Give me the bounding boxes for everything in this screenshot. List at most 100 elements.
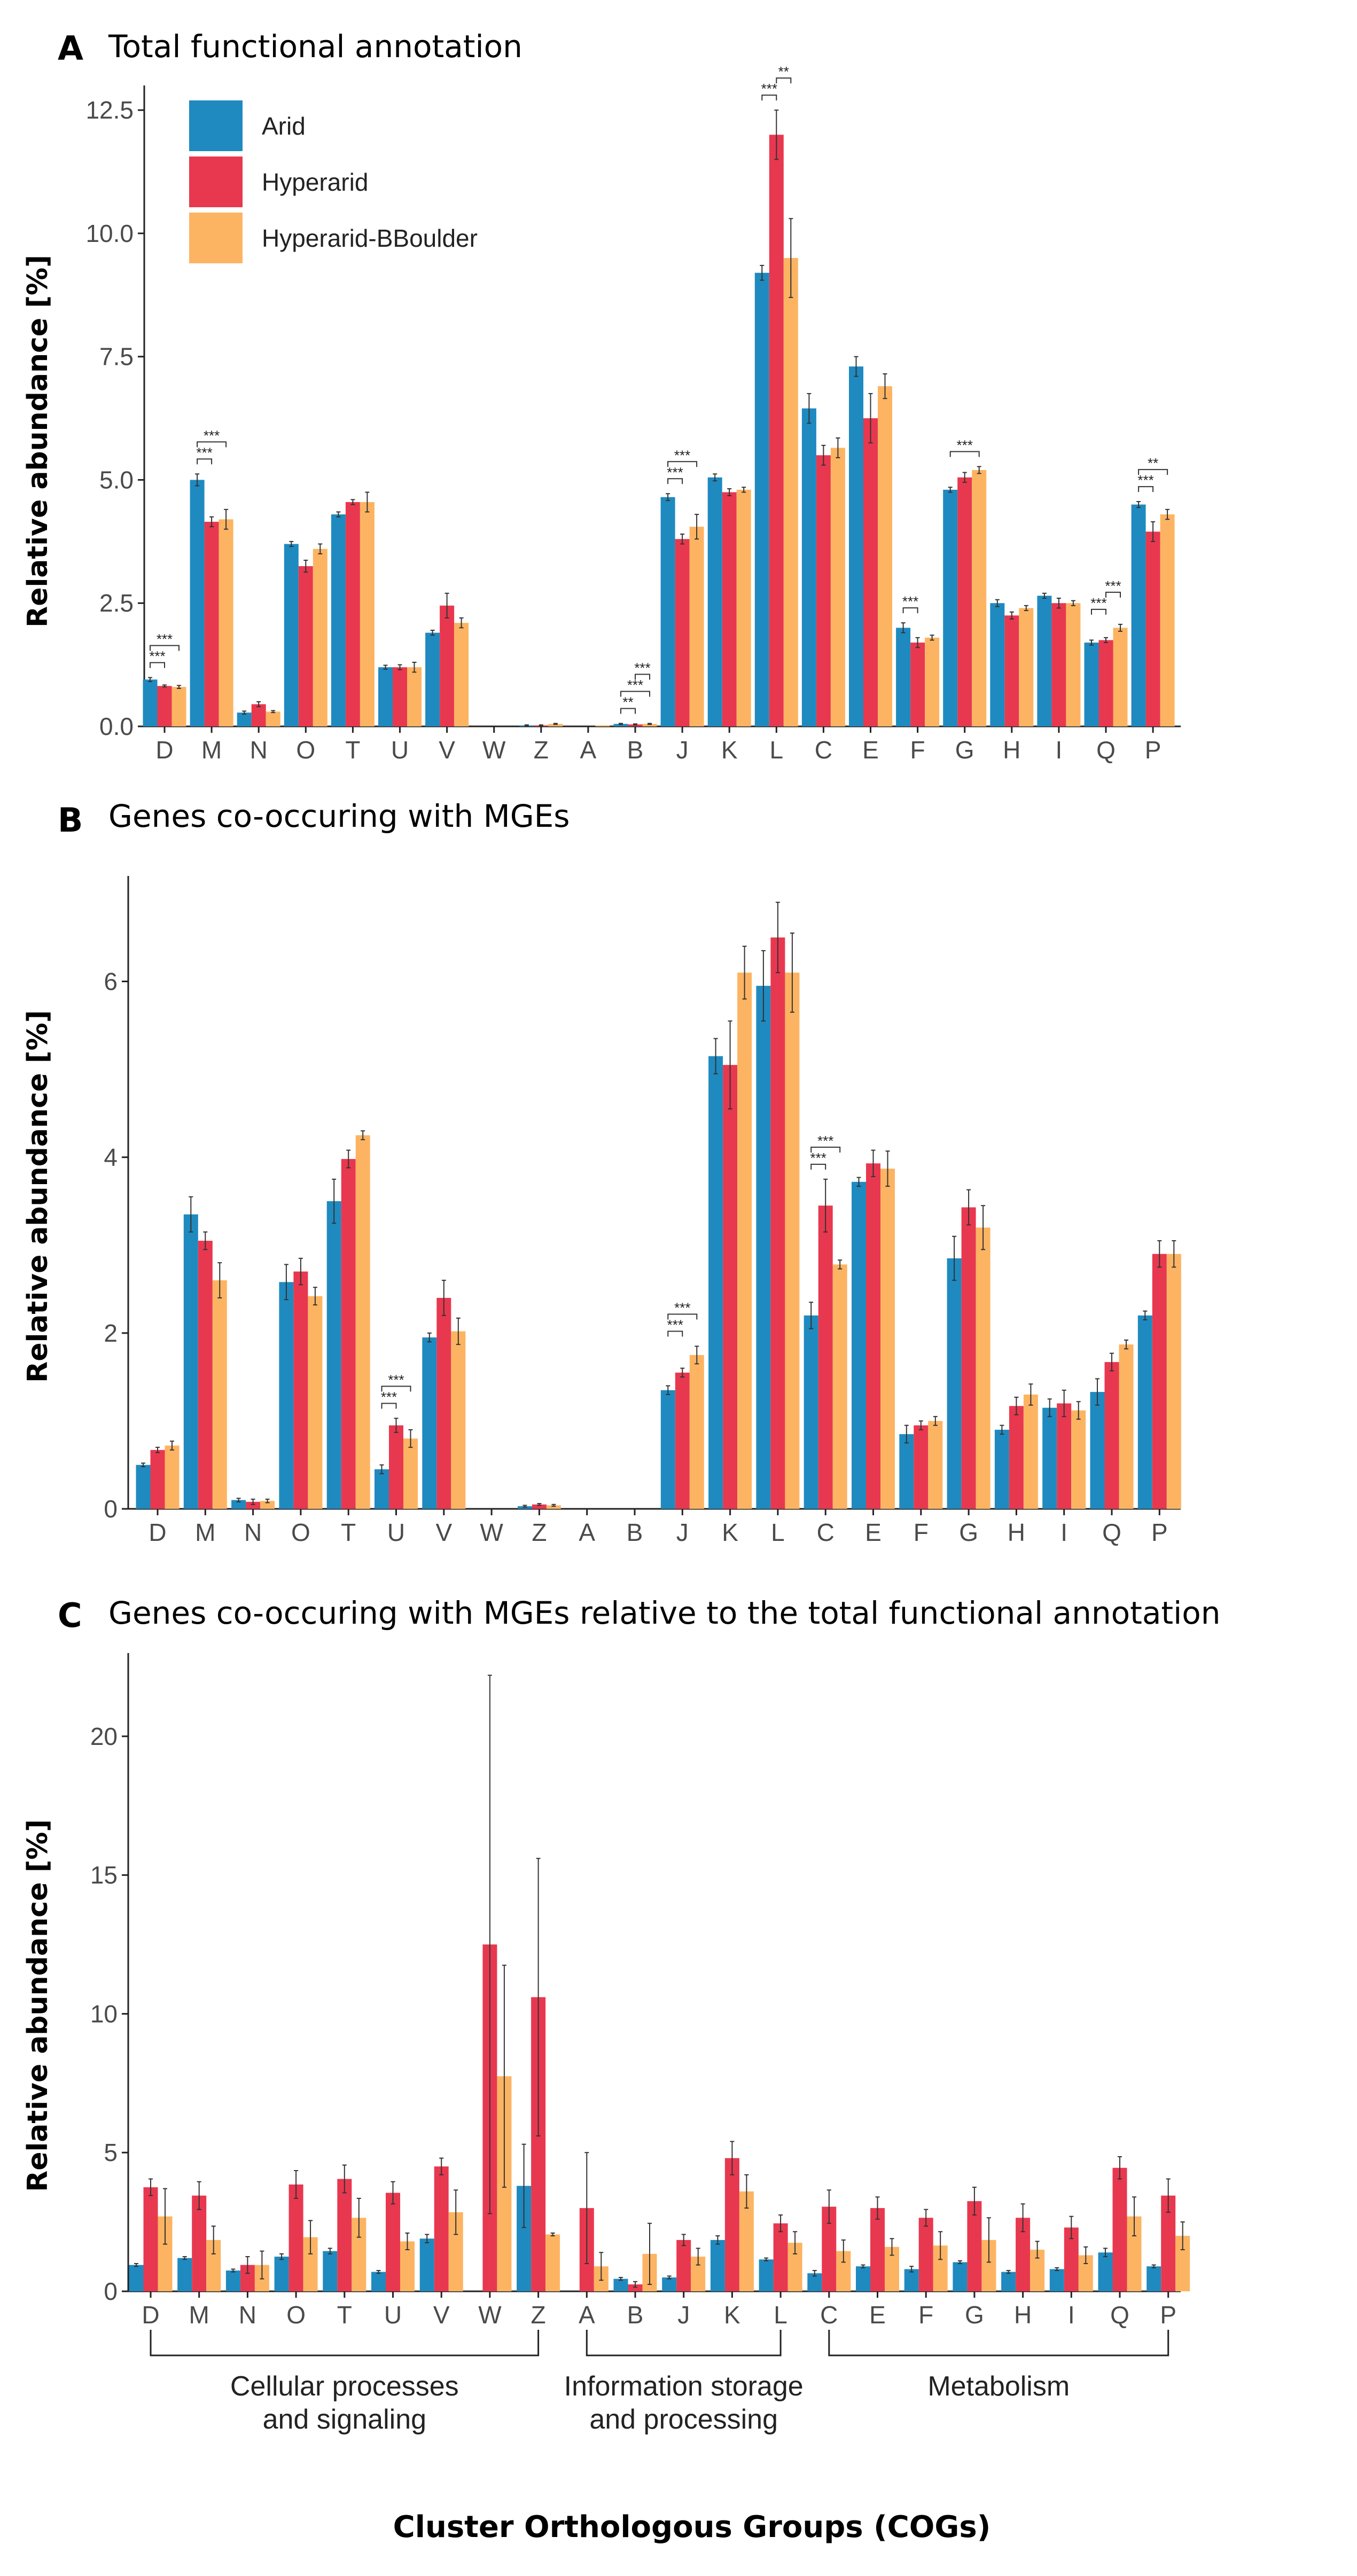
errorbar-I-arid [1042,592,1047,599]
errorbar-C-hyperarid-bboulder [836,437,840,458]
errorbar-E-hyperarid-bboulder [883,373,887,400]
bar-B-hyperarid [628,2284,643,2291]
bar-M-hyperarid [192,2195,207,2291]
x-tick-label-E: E [869,2301,886,2329]
bar-P-arid [1131,504,1146,726]
bracket-line [902,607,918,614]
bar-N-arid [225,2270,240,2291]
errorbar-E-hyperarid [871,1149,876,1177]
errorbar-A-hyperarid [584,2152,589,2265]
errorbar-T-arid [332,1178,337,1224]
errorbar-I-hyperarid-bboulder [1076,1401,1081,1420]
bar-V-hyperarid [440,605,455,726]
errorbar-Z-hyperarid [537,1503,542,1506]
group-label-0: Cellular processes [230,2371,459,2402]
bar-F-arid [896,628,911,726]
significance-label: ** [622,694,633,710]
x-tick-label-I: I [1068,2301,1075,2329]
errorbar-O-hyperarid [294,2170,299,2199]
significance-bracket-J: *** [667,464,683,484]
errorbar-T-hyperarid [346,1149,351,1169]
errorbar-J-arid [666,493,670,502]
bar-Q-hyperarid [1104,1362,1119,1509]
bar-V-hyperarid [434,2166,449,2291]
bracket-line [1091,608,1106,615]
bracket-line [381,1403,397,1409]
group-bracket-0 [150,2330,540,2356]
errorbar-L-hyperarid-bboulder [793,2231,798,2254]
errorbar-O-hyperarid-bboulder [313,1287,317,1306]
errorbar-N-arid [242,710,247,715]
significance-bracket-Q: *** [1105,578,1121,598]
bar-O-arid [274,2257,289,2291]
errorbar-D-arid [134,2263,138,2267]
x-tick-label-G: G [965,2301,984,2329]
bar-T-arid [326,1201,341,1509]
bar-Q-hyperarid [1112,2167,1127,2291]
bar-L-hyperarid [769,135,784,726]
significance-label: *** [667,1317,683,1333]
panel-a-title: Total functional annotation [108,28,522,65]
bar-O-hyperarid-bboulder [308,1296,323,1509]
bar-Q-arid [1098,2252,1113,2291]
bar-G-hyperarid-bboulder [972,470,987,726]
bracket-line [776,77,792,84]
errorbar-J-hyperarid [681,2234,686,2246]
errorbar-V-hyperarid [441,1280,446,1316]
bar-K-arid [707,477,722,726]
errorbar-M-hyperarid [197,2181,201,2210]
significance-bracket-U: *** [381,1372,411,1392]
errorbar-N-hyperarid [256,701,261,708]
errorbar-U-hyperarid-bboulder [412,662,417,673]
x-tick-label-Q: Q [1110,2301,1129,2329]
errorbar-G-hyperarid [966,1189,971,1226]
errorbar-Z-arid [524,724,529,727]
x-tick-label-V: V [439,736,455,764]
bar-L-hyperarid-bboulder [783,258,798,727]
errorbar-V-hyperarid-bboulder [456,1317,461,1345]
legend-label-hyperarid-bboulder: Hyperarid-BBoulder [262,224,478,252]
x-tick-label-B: B [627,1518,643,1546]
x-tick-label-L: L [771,1518,785,1546]
errorbar-P-hyperarid [1151,521,1156,542]
bar-C-hyperarid-bboulder [832,1264,847,1509]
errorbar-G-hyperarid-bboulder [981,1205,986,1250]
x-tick-label-C: C [820,2301,838,2329]
significance-label: *** [667,464,683,480]
bar-N-hyperarid [251,704,266,726]
errorbar-M-hyperarid [203,1231,208,1250]
errorbar-F-hyperarid [915,637,920,648]
bracket-line [667,1313,698,1320]
bar-U-hyperarid [386,2193,400,2291]
bar-B-arid [613,724,628,726]
errorbar-L-hyperarid-bboulder [789,218,793,298]
x-tick-label-A: A [579,2301,595,2329]
bar-L-hyperarid [773,2223,788,2291]
errorbar-O-arid [289,541,294,547]
x-tick-label-P: P [1145,736,1161,764]
x-tick-label-K: K [721,736,738,764]
errorbar-I-arid [1047,1398,1052,1418]
bar-J-hyperarid [676,2240,691,2291]
errorbar-P-arid [1151,2264,1156,2268]
errorbar-W-hyperarid [487,1674,492,2214]
significance-bracket-M: *** [196,444,213,465]
errorbar-M-hyperarid-bboulder [224,508,229,530]
significance-bracket-P: ** [1138,455,1168,475]
panel-b-title: Genes co-occuring with MGEs [108,798,570,834]
x-tick-label-W: W [482,736,506,764]
errorbar-V-hyperarid-bboulder [454,2189,458,2235]
bar-T-hyperarid-bboulder [360,502,375,726]
x-tick-label-D: D [155,736,173,764]
errorbar-D-hyperarid-bboulder [170,1440,174,1451]
bar-U-arid [378,667,393,726]
bar-P-hyperarid [1145,531,1160,726]
significance-label: *** [1090,595,1106,611]
significance-label: *** [388,1372,404,1388]
errorbar-O-hyperarid-bboulder [318,543,323,554]
errorbar-D-hyperarid [162,684,167,688]
errorbar-F-arid [901,622,906,633]
errorbar-H-hyperarid-bboulder [1024,605,1028,612]
bar-F-hyperarid [914,1425,929,1509]
x-tick-label-D: D [149,1518,166,1546]
